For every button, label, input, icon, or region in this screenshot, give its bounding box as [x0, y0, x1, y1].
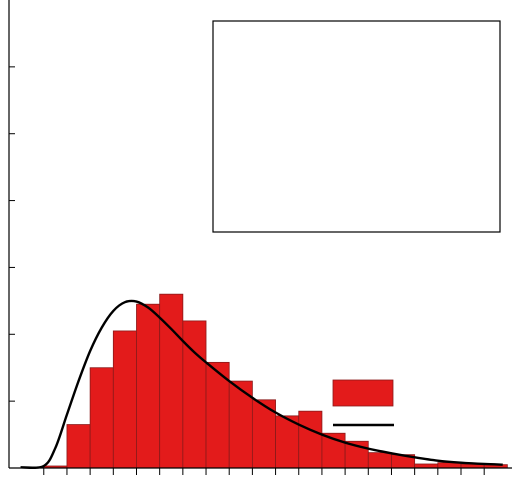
histogram-bars: [43, 293, 508, 469]
histogram-bar-5: [136, 303, 161, 469]
histogram-bar-12: [298, 410, 323, 469]
histogram-bar-4: [112, 330, 137, 469]
y-ticks: [9, 66, 15, 402]
histogram-bar-17: [414, 463, 439, 469]
fit-curve: [20, 299, 503, 469]
legend: [332, 379, 394, 427]
legend-bar-swatch: [332, 379, 394, 407]
histogram-bar-2: [66, 424, 91, 469]
histogram-bar-3: [89, 367, 114, 469]
inset-panel: [212, 20, 501, 233]
x-ticks: [43, 468, 485, 475]
histogram-bar-15: [367, 452, 392, 469]
